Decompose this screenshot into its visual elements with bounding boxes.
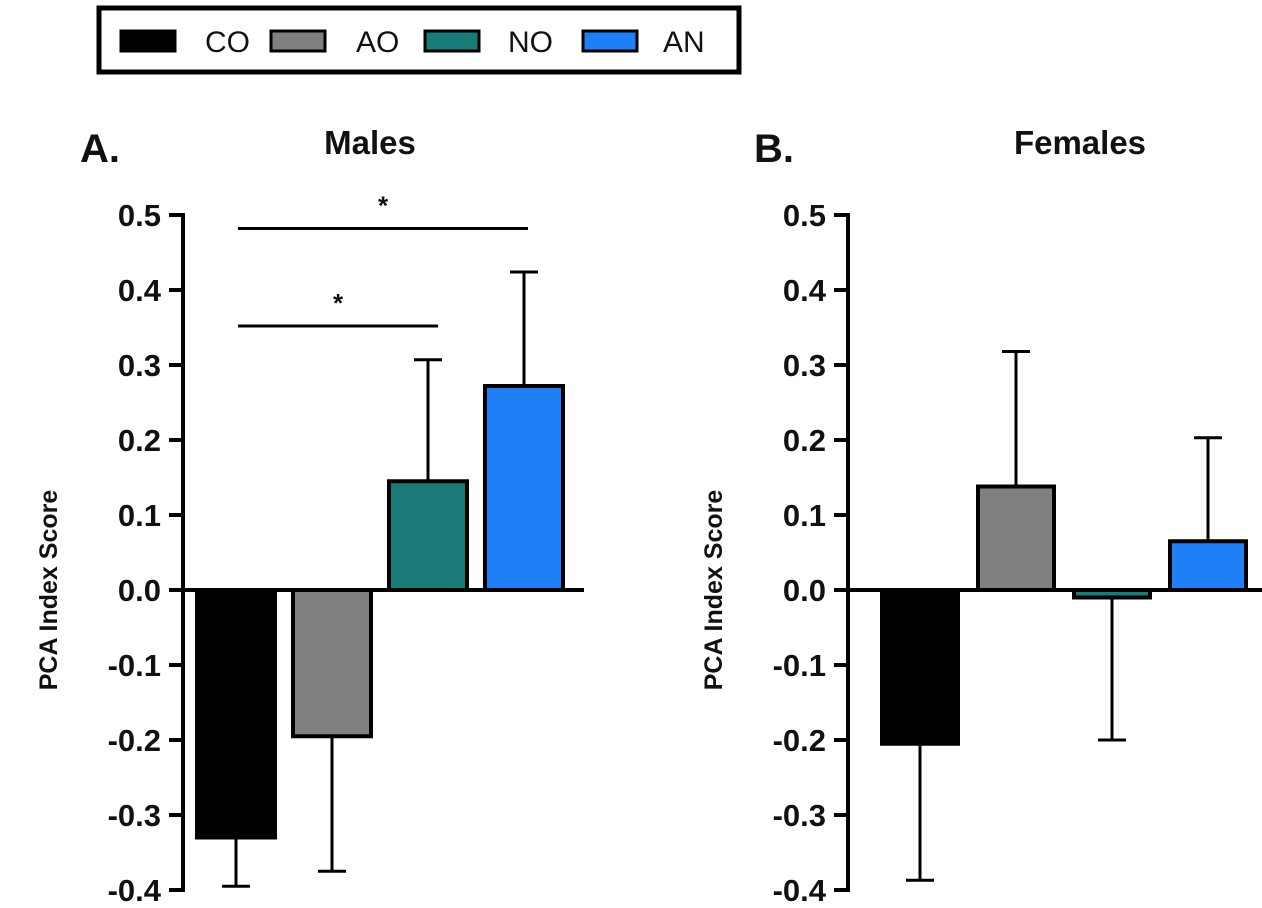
y-tick-label: 0.5	[118, 198, 161, 233]
y-tick-label: -0.3	[773, 798, 826, 833]
y-tick-label: -0.4	[108, 873, 162, 908]
y-tick-label: 0.1	[783, 498, 826, 533]
y-tick-label: -0.1	[108, 648, 161, 683]
bar-an	[483, 384, 565, 592]
y-tick-label: -0.4	[773, 873, 827, 908]
y-tick-label: 0.0	[118, 573, 161, 608]
legend-frame	[96, 5, 742, 75]
y-tick-label: 0.4	[118, 273, 162, 308]
legend-label-ao: AO	[356, 26, 399, 59]
chart-title: Females	[1014, 124, 1146, 161]
legend: CO AO NO AN	[96, 5, 742, 75]
panel-letter: A.	[80, 127, 120, 171]
bar-ao	[976, 484, 1056, 592]
legend-swatch-an	[581, 29, 639, 53]
legend-swatch-no	[423, 29, 481, 53]
y-tick-label: 0.4	[783, 273, 827, 308]
bar-co	[195, 588, 277, 840]
y-tick-label: 0.3	[783, 348, 826, 383]
panel-males: A. Males PCA Index Score 0.5 0.4 0.3 0.2 0.1 0.0…	[35, 124, 584, 908]
legend-label-an: AN	[663, 26, 705, 59]
panel-letter: B.	[754, 127, 794, 171]
panel-females: B. Females PCA Index Score 0.5 0.4 0.3 0.2 0.1 0…	[700, 124, 1262, 908]
y-tick-label: -0.3	[108, 798, 161, 833]
y-tick-label: 0.3	[118, 348, 161, 383]
significance-marker: *	[378, 191, 389, 221]
y-tick-label: 0.1	[118, 498, 161, 533]
bar-no	[387, 479, 469, 592]
legend-swatch-co	[119, 29, 177, 53]
bar-ao	[291, 588, 373, 739]
y-tick-label: 0.2	[783, 423, 826, 458]
y-axis-label: PCA Index Score	[700, 490, 728, 691]
bar-co	[880, 588, 960, 746]
legend-label-no: NO	[508, 26, 553, 59]
chart-title: Males	[324, 124, 416, 161]
y-tick-label: -0.2	[108, 723, 161, 758]
y-tick-label: 0.2	[118, 423, 161, 458]
legend-swatch-ao	[269, 29, 327, 53]
y-tick-label: 0.5	[783, 198, 826, 233]
y-axis-label: PCA Index Score	[35, 490, 63, 691]
y-tick-label: -0.1	[773, 648, 826, 683]
y-tick-label: 0.0	[783, 573, 826, 608]
bar-an	[1168, 539, 1248, 592]
significance-marker: *	[333, 288, 344, 318]
y-tick-label: -0.2	[773, 723, 826, 758]
legend-label-co: CO	[205, 26, 250, 59]
